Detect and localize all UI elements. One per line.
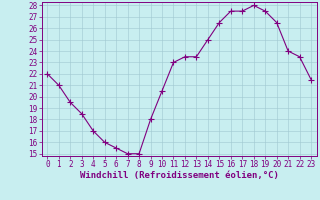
X-axis label: Windchill (Refroidissement éolien,°C): Windchill (Refroidissement éolien,°C) xyxy=(80,171,279,180)
